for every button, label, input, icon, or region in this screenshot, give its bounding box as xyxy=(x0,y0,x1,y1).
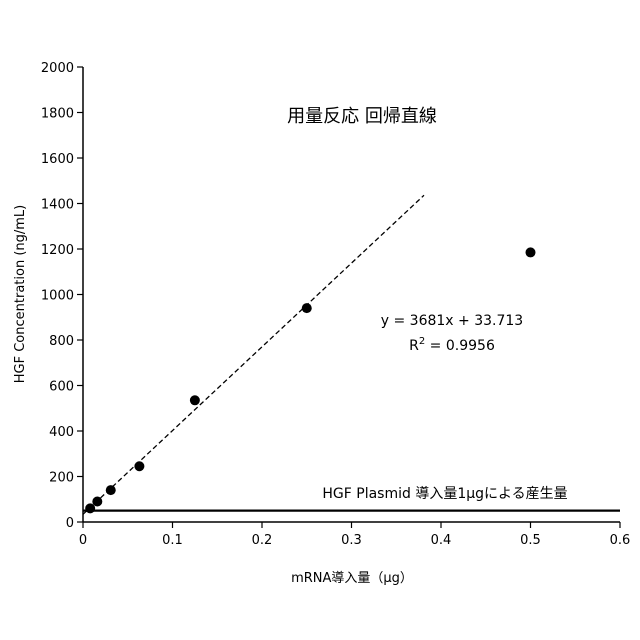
x-tick-label: 0.3 xyxy=(341,533,362,548)
data-points xyxy=(85,247,535,513)
x-tick-label: 0 xyxy=(79,533,87,548)
y-tick-label: 600 xyxy=(49,380,74,395)
x-tick-label: 0.6 xyxy=(610,533,631,548)
r-squared-label: R2 = 0.9956 xyxy=(409,336,495,354)
data-point xyxy=(92,497,102,507)
x-axis-title: mRNA導入量（μg） xyxy=(291,571,413,586)
regression-equation: y = 3681x + 33.713 xyxy=(381,313,523,329)
x-tick-label: 0.1 xyxy=(162,533,183,548)
y-tick-label: 200 xyxy=(49,471,74,486)
chart-title: 用量反応 回帰直線 xyxy=(287,106,437,127)
y-axis-title: HGF Concentration (ng/mL) xyxy=(13,205,28,383)
data-point xyxy=(302,303,312,313)
y-tick-label: 0 xyxy=(66,516,74,531)
chart-text: 用量反応 回帰直線 y = 3681x + 33.713 R2 = 0.9956… xyxy=(13,106,568,586)
x-tick-label: 0.2 xyxy=(252,533,273,548)
lines xyxy=(83,195,620,514)
x-tick-label: 0.5 xyxy=(520,533,541,548)
y-tick-label: 800 xyxy=(49,334,74,349)
y-tick-label: 1800 xyxy=(41,107,74,122)
data-point xyxy=(134,461,144,471)
regression-line xyxy=(83,195,424,514)
y-tick-label: 2000 xyxy=(41,61,74,76)
y-tick-label: 1000 xyxy=(41,289,74,304)
y-tick-label: 400 xyxy=(49,425,74,440)
y-tick-label: 1200 xyxy=(41,243,74,258)
data-point xyxy=(190,395,200,405)
data-point xyxy=(526,247,536,257)
y-tick-label: 1600 xyxy=(41,152,74,167)
y-tick-label: 1400 xyxy=(41,198,74,213)
axes: 0 200 400 600 800 1000 1200 1400 1600 1800 2000 0 0.… xyxy=(41,61,630,548)
data-point xyxy=(106,485,116,495)
reference-line-label: HGF Plasmid 導入量1μgによる産生量 xyxy=(322,486,567,502)
x-tick-label: 0.4 xyxy=(431,533,452,548)
